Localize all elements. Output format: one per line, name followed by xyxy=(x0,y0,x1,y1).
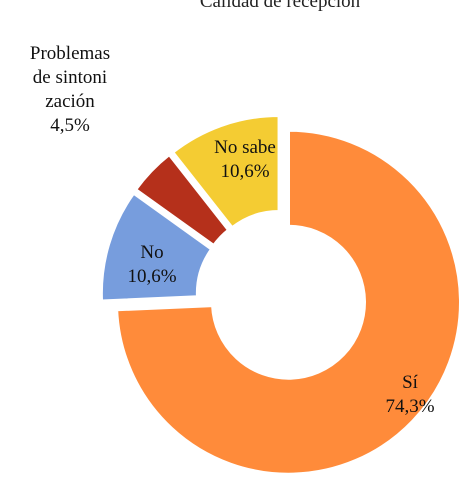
value-label: 4,5% xyxy=(50,115,90,136)
slice-label: No sabe 10,6% xyxy=(214,136,276,184)
slice xyxy=(133,152,231,248)
slice-label: No 10,6% xyxy=(127,241,176,289)
slice-label: Problemas de sintonización 4,5% xyxy=(29,42,111,138)
chart-title: Calidad de recepción xyxy=(199,0,361,12)
category-label: Problemas de sintonización xyxy=(29,43,111,112)
category-label: No xyxy=(140,242,164,263)
value-label: 10,6% xyxy=(127,266,177,287)
slice xyxy=(115,128,462,476)
slice-label: Sí 74,3% xyxy=(385,371,434,419)
value-label: 10,6% xyxy=(220,161,270,182)
slice xyxy=(99,191,214,303)
category-label: Sí xyxy=(402,372,418,393)
value-label: 74,3% xyxy=(385,396,435,417)
slice xyxy=(170,113,281,230)
category-label: No sabe xyxy=(214,137,276,158)
